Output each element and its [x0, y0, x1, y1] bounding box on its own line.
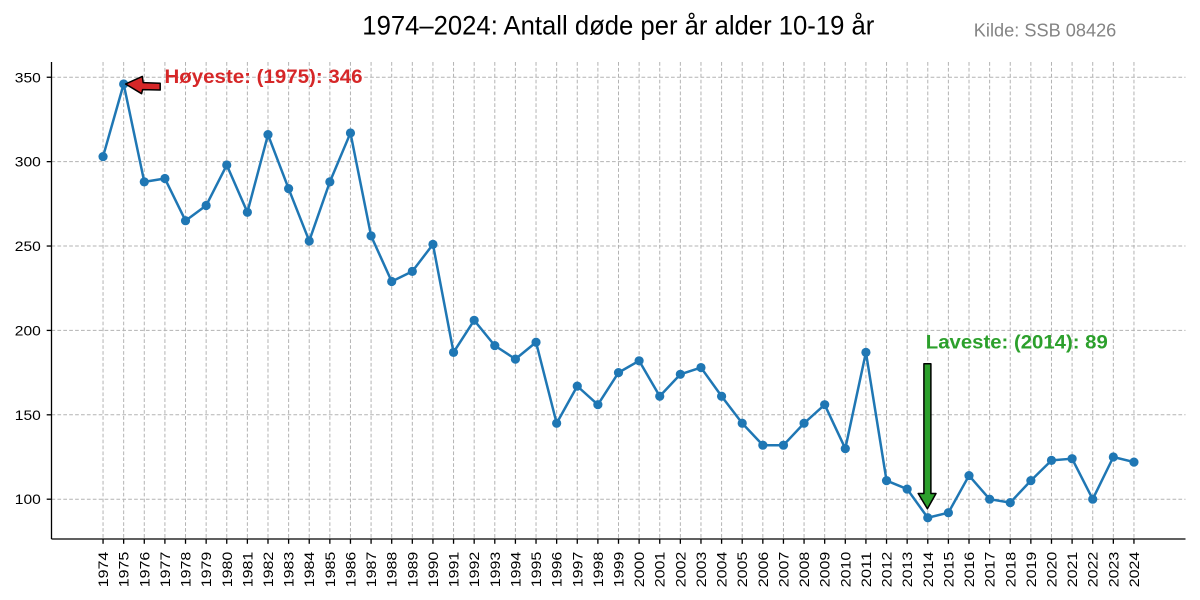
svg-text:1997: 1997: [569, 552, 585, 588]
svg-text:2016: 2016: [961, 552, 977, 588]
svg-text:2013: 2013: [899, 552, 915, 588]
svg-text:2000: 2000: [631, 552, 647, 588]
svg-text:1995: 1995: [528, 552, 544, 588]
svg-text:2021: 2021: [1064, 552, 1080, 588]
svg-text:350: 350: [15, 69, 41, 85]
svg-text:1982: 1982: [260, 552, 276, 588]
svg-text:2002: 2002: [672, 552, 688, 588]
svg-text:1987: 1987: [363, 552, 379, 588]
svg-text:2006: 2006: [755, 552, 771, 588]
svg-text:2023: 2023: [1105, 552, 1121, 588]
svg-text:1977: 1977: [157, 552, 173, 588]
svg-text:1989: 1989: [404, 552, 420, 588]
svg-text:2012: 2012: [879, 552, 895, 588]
svg-text:2004: 2004: [714, 552, 730, 588]
svg-text:1999: 1999: [611, 552, 627, 588]
svg-text:2017: 2017: [982, 552, 998, 588]
svg-text:Høyeste: (1975): 346: Høyeste: (1975): 346: [165, 67, 363, 88]
svg-text:1984: 1984: [301, 552, 317, 588]
svg-text:1978: 1978: [178, 552, 194, 588]
svg-text:2007: 2007: [775, 552, 791, 588]
svg-text:2024: 2024: [1126, 552, 1142, 588]
svg-text:1980: 1980: [219, 552, 235, 588]
svg-text:1994: 1994: [507, 552, 523, 588]
svg-text:2008: 2008: [796, 552, 812, 588]
svg-text:1990: 1990: [425, 552, 441, 588]
svg-text:2003: 2003: [693, 552, 709, 588]
svg-text:2011: 2011: [858, 552, 874, 588]
svg-text:100: 100: [15, 491, 41, 507]
svg-text:1983: 1983: [281, 552, 297, 588]
svg-text:1979: 1979: [198, 552, 214, 588]
svg-text:1974: 1974: [95, 552, 111, 588]
svg-text:1975: 1975: [116, 552, 132, 588]
svg-text:2010: 2010: [837, 552, 853, 588]
svg-text:Kilde: SSB 08426: Kilde: SSB 08426: [974, 21, 1117, 41]
svg-text:300: 300: [15, 154, 41, 170]
svg-text:1988: 1988: [384, 552, 400, 588]
svg-text:2015: 2015: [940, 552, 956, 588]
svg-text:1974–2024: Antall døde per år: 1974–2024: Antall døde per år alder 10-1…: [362, 10, 874, 40]
svg-text:2005: 2005: [734, 552, 750, 588]
svg-text:1986: 1986: [342, 552, 358, 588]
svg-text:2014: 2014: [920, 552, 936, 588]
svg-text:2018: 2018: [1002, 552, 1018, 588]
svg-text:Laveste: (2014): 89: Laveste: (2014): 89: [926, 333, 1108, 354]
svg-text:250: 250: [15, 238, 41, 254]
svg-text:1996: 1996: [549, 552, 565, 588]
svg-text:2022: 2022: [1085, 552, 1101, 588]
svg-text:200: 200: [15, 322, 41, 338]
svg-text:1985: 1985: [322, 552, 338, 588]
svg-text:2020: 2020: [1043, 552, 1059, 588]
svg-text:2001: 2001: [652, 552, 668, 588]
svg-text:1991: 1991: [446, 552, 462, 588]
svg-text:1992: 1992: [466, 552, 482, 588]
svg-text:2009: 2009: [817, 552, 833, 588]
svg-text:1976: 1976: [136, 552, 152, 588]
svg-text:1998: 1998: [590, 552, 606, 588]
svg-text:150: 150: [15, 407, 41, 423]
svg-text:1981: 1981: [239, 552, 255, 588]
svg-text:2019: 2019: [1023, 552, 1039, 588]
svg-text:1993: 1993: [487, 552, 503, 588]
